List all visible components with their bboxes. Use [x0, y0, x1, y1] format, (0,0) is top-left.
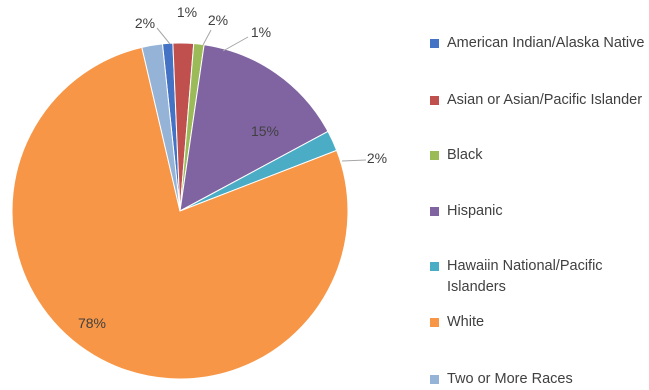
legend-swatch — [430, 39, 439, 48]
pie-slice-two-or-more-races — [141, 43, 181, 212]
data-label-two-or-more-races: 2% — [135, 15, 155, 31]
legend-label: Asian or Asian/Pacific Islander — [447, 92, 643, 108]
legend-item-black: Black — [430, 145, 645, 166]
pie-chart: 1% 2% 1% 15% 2% 78% 2% — [11, 4, 387, 380]
legend-swatch — [430, 96, 439, 105]
pie-slice-white — [11, 46, 349, 380]
legend-item-white: White — [430, 312, 645, 333]
legend-item-hawaiin-national-pacific-islanders: Hawaiin National/Pacific Islanders — [430, 256, 645, 298]
legend-swatch — [430, 262, 439, 271]
legend-label: Black — [447, 147, 483, 163]
data-label-hawaiin-national-pacific-islanders: 2% — [367, 150, 387, 166]
leader-line-hawaiin-national-pacific-islanders — [341, 159, 367, 162]
legend-label: Hispanic — [447, 203, 503, 219]
leader-line-black — [222, 36, 249, 52]
legend-swatch — [430, 318, 439, 327]
data-label-hispanic: 15% — [251, 123, 279, 139]
pie-slice-hispanic — [179, 44, 329, 212]
leader-line-asian-or-asian-pacific-islander — [202, 29, 212, 46]
data-label-black: 1% — [251, 24, 271, 40]
data-label-american-indian-alaska-native: 1% — [177, 4, 197, 20]
legend-label: Two or More Races — [447, 371, 573, 387]
legend-swatch — [430, 207, 439, 216]
data-label-asian-or-asian-pacific-islander: 2% — [208, 12, 228, 28]
legend-label: White — [447, 314, 485, 330]
legend-item-asian-or-asian-pacific-islander: Asian or Asian/Pacific Islander — [430, 90, 645, 111]
legend-label: Hawaiin National/Pacific Islanders — [447, 258, 603, 295]
legend-item-two-or-more-races: Two or More Races — [430, 369, 645, 390]
legend-swatch — [430, 375, 439, 384]
legend-item-american-indian-alaska-native: American Indian/Alaska Native — [430, 33, 645, 54]
leader-line-two-or-more-races — [156, 27, 171, 45]
data-label-white: 78% — [78, 315, 106, 331]
legend-label: American Indian/Alaska Native — [447, 35, 645, 51]
legend-swatch — [430, 151, 439, 160]
legend-item-hispanic: Hispanic — [430, 201, 645, 222]
